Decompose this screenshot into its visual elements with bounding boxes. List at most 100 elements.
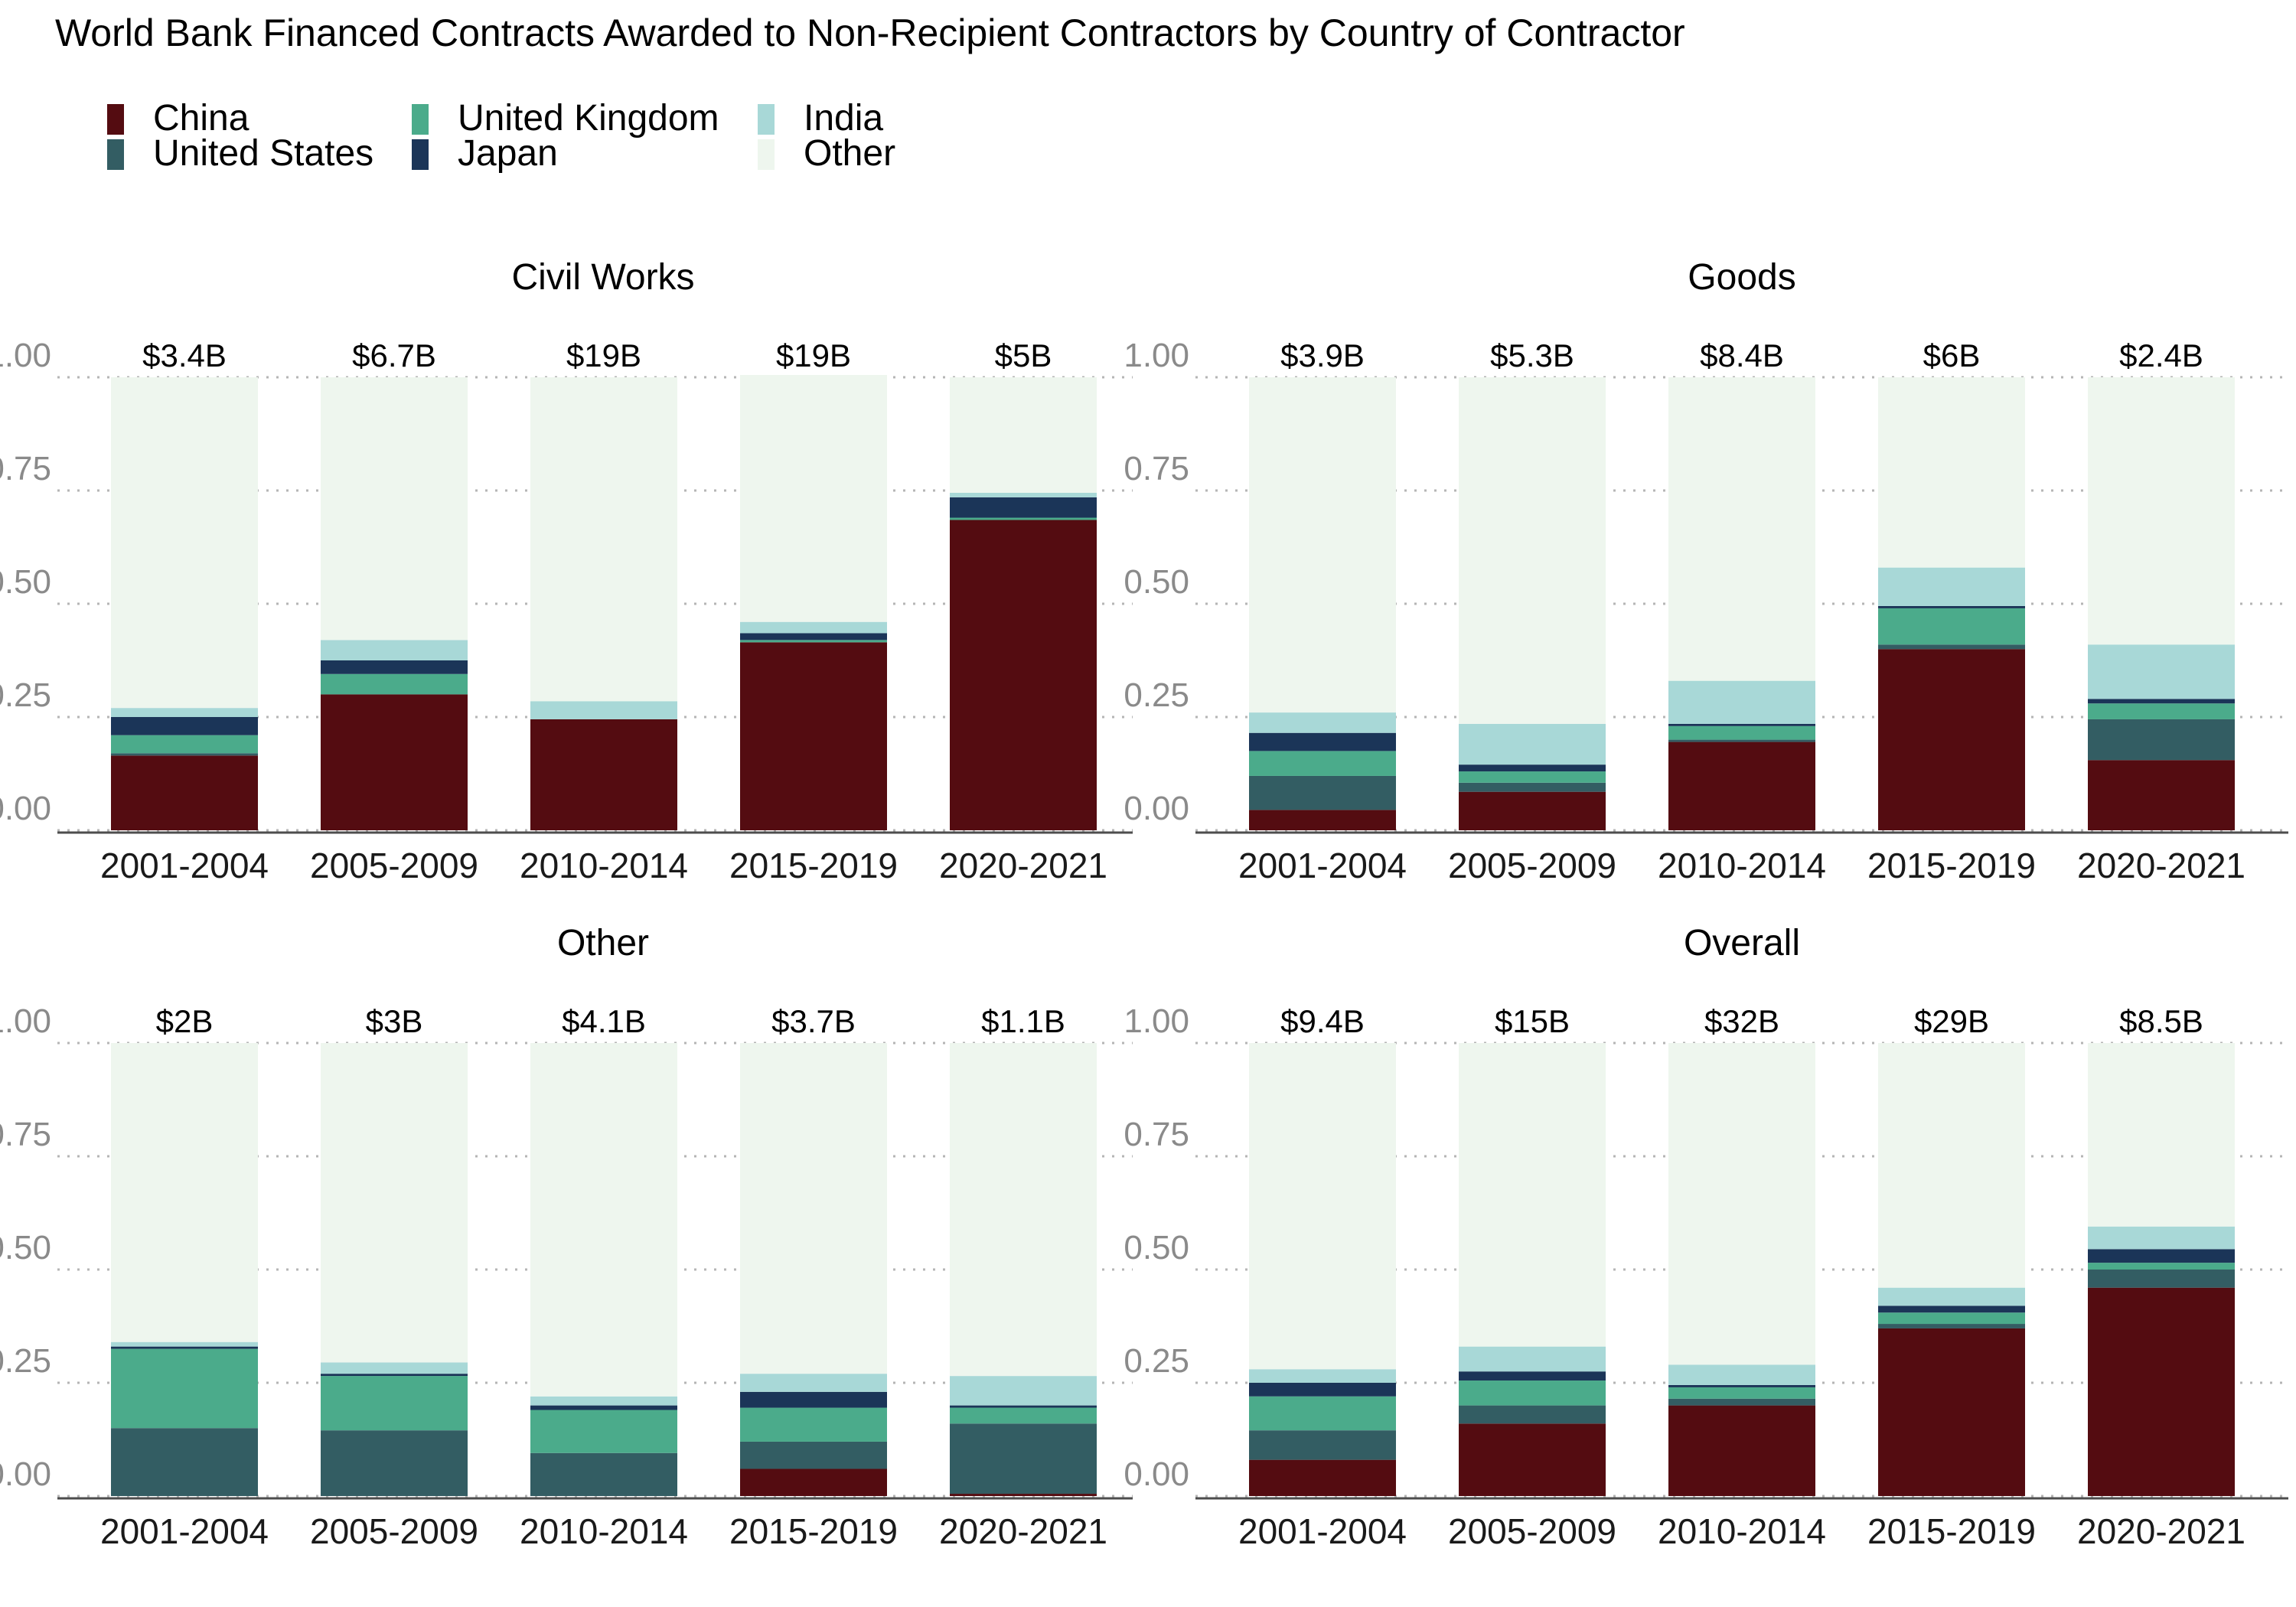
y-tick-label: 0.75: [0, 1116, 51, 1153]
x-tick-label: 2020-2021: [2077, 846, 2245, 885]
bar-other-2015-2019: [1878, 1043, 2025, 1288]
total-label: $1.1B: [981, 1003, 1065, 1039]
total-label: $15B: [1495, 1003, 1570, 1039]
total-label: $4.1B: [562, 1003, 646, 1039]
bar-other-2020-2021: [950, 377, 1097, 493]
y-tick-label: 0.00: [1124, 790, 1189, 827]
bar-japan-2010-2014: [530, 1405, 677, 1410]
bar-other-2001-2004: [111, 377, 258, 709]
legend-label-united-kingdom: United Kingdom: [458, 98, 719, 139]
legend-swatch-united-states: [107, 139, 124, 170]
bar-japan-2015-2019: [1878, 1305, 2025, 1313]
total-label: $3B: [366, 1003, 423, 1039]
bar-other-2020-2021: [2088, 1043, 2235, 1227]
bar-japan-2015-2019: [1878, 605, 2025, 608]
x-tick-label: 2005-2009: [310, 1511, 478, 1551]
bar-china-2015-2019: [740, 1468, 887, 1496]
facet-title: Civil Works: [511, 257, 694, 298]
bar-united-states-2015-2019: [1878, 644, 2025, 650]
bar-india-2010-2014: [1668, 680, 1815, 724]
bar-united-states-2001-2004: [1249, 775, 1396, 810]
bar-india-2020-2021: [950, 492, 1097, 497]
bar-united-kingdom-2005-2009: [1459, 771, 1606, 783]
legend-item-other: Other: [758, 133, 895, 174]
y-tick-label: 1.00: [0, 337, 51, 374]
bar-india-2001-2004: [111, 1341, 258, 1347]
bar-japan-2005-2009: [1459, 764, 1606, 772]
y-tick-label: 0.50: [1124, 1229, 1189, 1266]
total-label: $5B: [995, 337, 1052, 373]
total-label: $5.3B: [1490, 337, 1574, 373]
legend-item-india: India: [758, 98, 883, 139]
bar-united-kingdom-2001-2004: [111, 735, 258, 754]
bar-japan-2020-2021: [2088, 699, 2235, 704]
bar-india-2001-2004: [111, 708, 258, 717]
chart-title: World Bank Financed Contracts Awarded to…: [55, 11, 1685, 54]
bar-india-2010-2014: [1668, 1364, 1815, 1385]
bar-united-kingdom-2005-2009: [321, 673, 468, 695]
bar-china-2020-2021: [2088, 1287, 2235, 1496]
bar-united-states-2005-2009: [1459, 782, 1606, 792]
bar-india-2015-2019: [1878, 1287, 2025, 1306]
panel-goods: Goods 0.00 0.25 0.50 0.75 1.00 $3.9B 2001-2004 $…: [1124, 257, 2288, 885]
total-label: $9.4B: [1280, 1003, 1365, 1039]
bar-united-kingdom-2010-2014: [1668, 725, 1815, 740]
bar-china-2020-2021: [950, 1494, 1097, 1496]
x-tick-label: 2015-2019: [729, 1511, 898, 1551]
bar-united-kingdom-2015-2019: [740, 640, 887, 643]
bar-china-2010-2014: [1668, 742, 1815, 830]
legend-label-other: Other: [804, 133, 895, 174]
bar-japan-2010-2014: [1668, 1384, 1815, 1387]
x-tick-label: 2001-2004: [1238, 846, 1407, 885]
facet-title: Overall: [1684, 923, 1800, 963]
bar-china-2005-2009: [1459, 1423, 1606, 1496]
y-tick-label: 1.00: [0, 1002, 51, 1040]
bar-india-2005-2009: [321, 1362, 468, 1374]
bar-united-states-2001-2004: [111, 753, 258, 756]
bar-other-2020-2021: [2088, 377, 2235, 645]
bar-china-2020-2021: [950, 520, 1097, 830]
total-label: $6B: [1923, 337, 1981, 373]
y-tick-label: 0.50: [0, 1229, 51, 1266]
bar-united-kingdom-2020-2021: [2088, 703, 2235, 719]
y-tick-label: 0.00: [0, 1455, 51, 1493]
y-tick-label: 1.00: [1124, 1002, 1189, 1040]
total-label: $19B: [566, 337, 641, 373]
bar-japan-2001-2004: [1249, 732, 1396, 751]
legend-swatch-japan: [412, 139, 429, 170]
legend-label-japan: Japan: [458, 133, 558, 174]
bar-other-2001-2004: [1249, 1043, 1396, 1370]
bar-china-2005-2009: [321, 694, 468, 830]
bar-united-kingdom-2001-2004: [1249, 751, 1396, 776]
total-label: $3.9B: [1280, 337, 1365, 373]
x-tick-label: 2001-2004: [100, 846, 269, 885]
x-tick-label: 2020-2021: [939, 846, 1107, 885]
y-tick-label: 0.25: [1124, 676, 1189, 714]
bar-china-2015-2019: [1878, 1328, 2025, 1496]
legend-swatch-united-kingdom: [412, 104, 429, 135]
bar-united-kingdom-2005-2009: [1459, 1380, 1606, 1406]
bar-india-2005-2009: [1459, 1346, 1606, 1372]
bar-united-states-2005-2009: [1459, 1405, 1606, 1424]
bar-united-states-2001-2004: [111, 1428, 258, 1496]
bar-other-2005-2009: [321, 1043, 468, 1363]
x-tick-label: 2005-2009: [1448, 1511, 1616, 1551]
x-tick-label: 2001-2004: [100, 1511, 269, 1551]
bar-other-2020-2021: [950, 1043, 1097, 1377]
bar-other-2010-2014: [1668, 377, 1815, 681]
bar-china-2010-2014: [1668, 1405, 1815, 1496]
bar-united-kingdom-2020-2021: [950, 517, 1097, 520]
x-tick-label: 2015-2019: [1867, 846, 2036, 885]
bar-india-2005-2009: [1459, 723, 1606, 765]
bar-united-states-2020-2021: [950, 1423, 1097, 1495]
bar-united-kingdom-2015-2019: [1878, 608, 2025, 645]
bar-united-states-2010-2014: [1668, 739, 1815, 742]
y-tick-label: 0.75: [0, 450, 51, 487]
bar-united-states-2015-2019: [1878, 1324, 2025, 1328]
bar-china-2015-2019: [740, 642, 887, 830]
total-label: $8.4B: [1700, 337, 1784, 373]
y-tick-label: 0.50: [0, 563, 51, 601]
x-tick-label: 2005-2009: [310, 846, 478, 885]
legend-label-china: China: [153, 98, 249, 139]
bar-japan-2010-2014: [1668, 723, 1815, 726]
